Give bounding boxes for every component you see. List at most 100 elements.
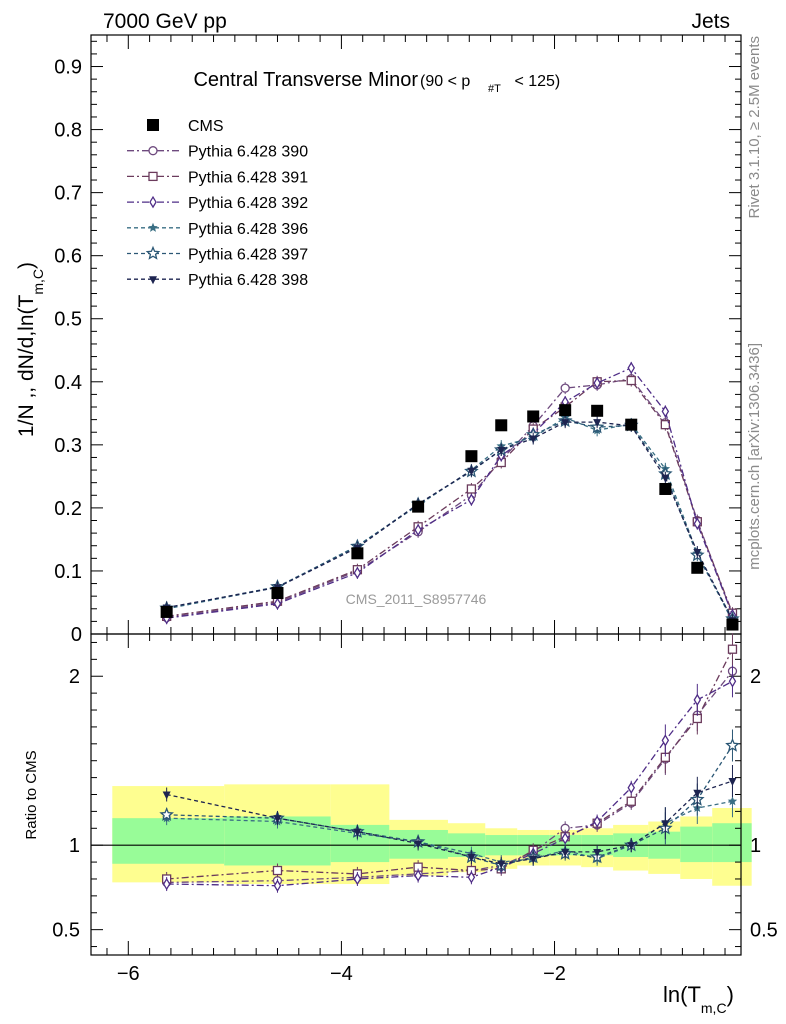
ratio-data-point bbox=[627, 842, 636, 851]
cms-data-point bbox=[559, 404, 572, 417]
series-line bbox=[166, 377, 734, 619]
watermark: CMS_2011_S8957746 bbox=[346, 591, 487, 607]
ratio-data-point bbox=[273, 815, 282, 824]
header-left: 7000 GeV pp bbox=[103, 10, 227, 33]
data-point bbox=[467, 493, 476, 506]
x-tick-label: −4 bbox=[330, 963, 353, 985]
legend-marker bbox=[145, 245, 161, 260]
cms-data-point bbox=[527, 410, 540, 423]
ratio-data-point bbox=[593, 848, 602, 857]
ratio-data-point bbox=[728, 675, 737, 688]
data-point bbox=[660, 420, 670, 430]
ratio-data-point bbox=[626, 796, 636, 806]
main-y-tick-label: 0 bbox=[71, 624, 82, 646]
data-point bbox=[273, 597, 282, 610]
data-point bbox=[414, 523, 422, 537]
ratio-data-point bbox=[693, 789, 702, 798]
data-point bbox=[693, 517, 702, 530]
cms-data-point bbox=[465, 450, 478, 463]
legend-label: Pythia 6.428 391 bbox=[188, 169, 308, 186]
ratio-y-tick-label: 1 bbox=[69, 835, 80, 857]
data-point bbox=[561, 419, 570, 428]
xlabel-suffix: ) bbox=[727, 982, 734, 1007]
data-point bbox=[497, 446, 506, 455]
legend-label: Pythia 6.428 396 bbox=[188, 221, 308, 238]
cms-data-point bbox=[351, 547, 364, 560]
x-axis-label: ln(Tm,C) bbox=[663, 982, 734, 1016]
legend-marker bbox=[148, 146, 158, 156]
xlabel-sub: m,C bbox=[701, 1000, 727, 1016]
ratio-data-point bbox=[353, 828, 362, 837]
main-y-tick-label: 0.5 bbox=[54, 309, 82, 331]
cms-data-point bbox=[625, 418, 638, 431]
ratio-y-tick-label: 2 bbox=[69, 666, 80, 688]
legend-label: Pythia 6.428 392 bbox=[188, 195, 308, 212]
ratio-data-point bbox=[529, 855, 538, 864]
data-point bbox=[593, 376, 601, 390]
legend-label: Pythia 6.428 390 bbox=[188, 144, 308, 161]
ylabel-sub: m,C bbox=[30, 269, 46, 295]
ratio-data-point bbox=[627, 781, 636, 795]
uncertainty-band-inner bbox=[112, 818, 225, 864]
cms-data-point bbox=[659, 482, 672, 495]
ratio-y-tick-label-right: 2 bbox=[750, 666, 761, 688]
ratio-data-point bbox=[727, 644, 738, 654]
legend-label: CMS bbox=[188, 118, 224, 135]
uncertainty-band-inner bbox=[680, 826, 713, 863]
ratio-data-point bbox=[159, 807, 174, 822]
main-y-tick-label: 0.1 bbox=[54, 561, 82, 583]
data-point bbox=[353, 566, 362, 580]
ratio-data-point bbox=[693, 693, 702, 707]
ratio-panel: 0.5 0.5 1 1 2 2 −6 −4 −2 bbox=[52, 633, 778, 985]
data-point bbox=[593, 419, 602, 428]
ratio-data-point bbox=[272, 865, 283, 876]
main-title-cut: (90 < p #T < 125) bbox=[420, 73, 560, 95]
ylabel-prefix: 1/N bbox=[15, 404, 38, 437]
main-y-tick-label: 0.9 bbox=[54, 57, 82, 79]
uncertainty-band-inner bbox=[712, 823, 752, 863]
ratio-data-point bbox=[727, 796, 738, 806]
main-y-tick-label: 0.8 bbox=[54, 120, 82, 142]
x-tick-label: −2 bbox=[543, 963, 566, 985]
main-y-tick-label: 0.6 bbox=[54, 246, 82, 268]
ylabel-middle: ,, dN/d,ln(T bbox=[15, 295, 38, 405]
ratio-data-point bbox=[728, 777, 737, 786]
cms-data-point bbox=[160, 605, 173, 618]
mcplots-label: mcplots.cern.ch [arXiv:1306.3436] bbox=[746, 343, 763, 570]
legend-marker bbox=[148, 171, 158, 182]
data-point bbox=[661, 405, 670, 418]
legend-marker bbox=[149, 195, 157, 209]
ratio-data-point bbox=[497, 860, 506, 869]
cms-data-point bbox=[591, 404, 604, 417]
title-cut-prefix: (90 < p bbox=[420, 73, 470, 90]
main-title-text: Central Transverse Minor bbox=[193, 69, 418, 91]
data-point bbox=[627, 361, 636, 375]
data-point bbox=[466, 484, 477, 494]
ratio-y-axis-label: Ratio to CMS bbox=[23, 750, 40, 839]
series-line bbox=[166, 379, 734, 617]
cms-data-point bbox=[691, 561, 704, 574]
ratio-y-tick-label-right: 1 bbox=[750, 835, 761, 857]
data-point bbox=[560, 383, 570, 393]
legend-marker bbox=[148, 222, 158, 232]
main-title: Central Transverse Minor bbox=[193, 69, 418, 91]
xlabel-prefix: ln(T bbox=[663, 982, 701, 1007]
data-point bbox=[626, 375, 636, 386]
cms-data-point bbox=[726, 618, 739, 631]
data-point bbox=[693, 549, 702, 558]
ratio-data-point bbox=[561, 848, 570, 857]
series-line bbox=[166, 367, 734, 619]
ratio-data-point bbox=[162, 877, 171, 891]
ratio-data-point bbox=[273, 879, 282, 892]
title-cut-sub: #T bbox=[488, 83, 501, 95]
cms-data-point bbox=[412, 500, 425, 513]
data-point bbox=[467, 467, 476, 476]
ratio-data-point bbox=[467, 871, 476, 884]
main-y-tick-label: 0.2 bbox=[54, 498, 82, 520]
cms-data-point bbox=[495, 419, 508, 432]
ratio-y-tick-label-right: 0.5 bbox=[750, 920, 778, 942]
main-y-tick-label: 0.4 bbox=[54, 372, 82, 394]
ratio-y-tick-label: 0.5 bbox=[52, 920, 80, 942]
main-y-axis-label: 1/N ,, dN/d,ln(Tm,C) bbox=[15, 262, 46, 437]
